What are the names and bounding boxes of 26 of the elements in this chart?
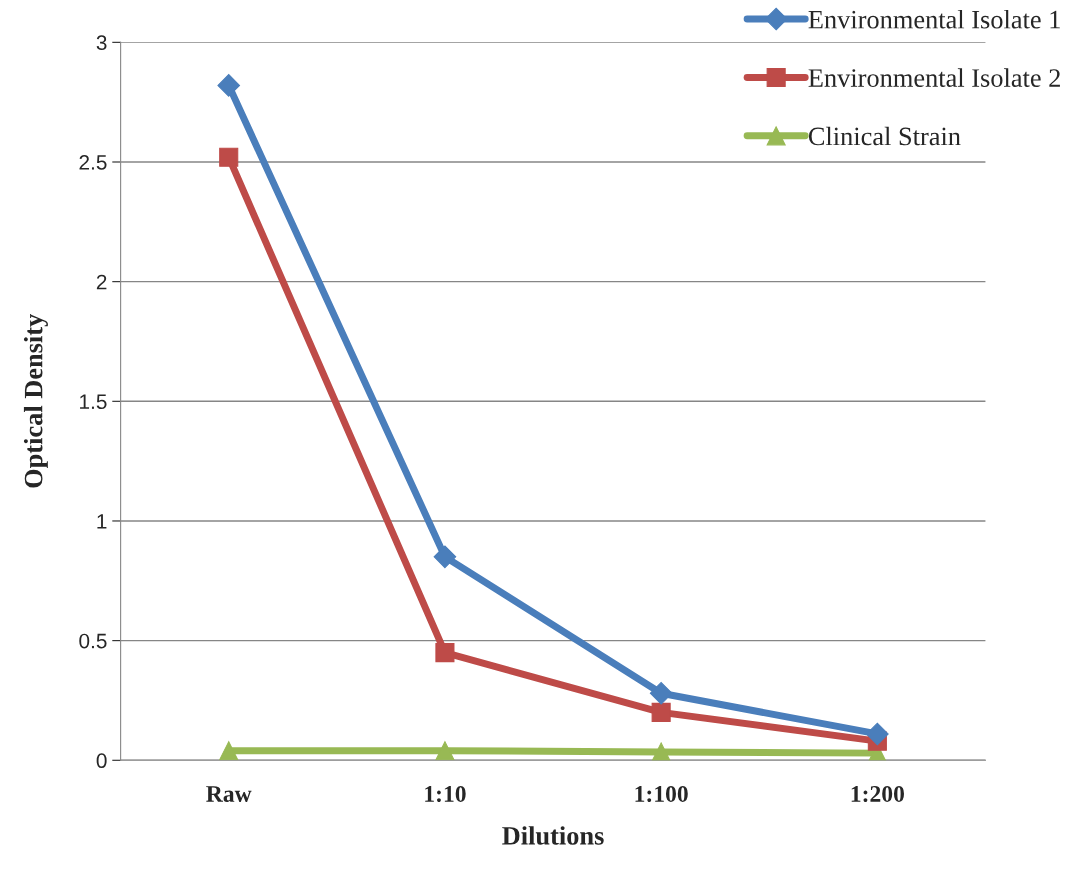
y-tick-label: 0 bbox=[96, 753, 107, 769]
y-tick-label: 3 bbox=[96, 35, 107, 51]
point bbox=[433, 545, 457, 569]
point bbox=[217, 74, 241, 97]
y-tick-label: 2.5 bbox=[79, 155, 107, 170]
x-tick-label: 1:10 bbox=[425, 785, 466, 802]
point bbox=[435, 643, 455, 663]
point bbox=[651, 742, 671, 761]
point bbox=[219, 741, 239, 761]
x-axis-title: Dilutions bbox=[502, 826, 604, 845]
x-tick-label: Raw bbox=[206, 786, 252, 802]
y-axis-title: Optical Density bbox=[23, 313, 48, 488]
point bbox=[219, 147, 239, 167]
point bbox=[435, 741, 455, 761]
x-tick-label: 1:100 bbox=[635, 785, 688, 802]
y-tick-label: 1 bbox=[97, 514, 107, 529]
y-tick-label: 0.5 bbox=[79, 633, 107, 649]
y-tick-label: 1.5 bbox=[80, 394, 107, 410]
legend-label: Clinical Strain bbox=[808, 126, 961, 146]
legend-label: Environmental Isolate 2 bbox=[808, 68, 1060, 87]
point bbox=[651, 702, 671, 722]
legend-label: Environmental Isolate 1 bbox=[808, 9, 1060, 29]
point bbox=[866, 722, 889, 746]
point bbox=[649, 681, 673, 705]
y-tick-label: 2 bbox=[96, 274, 107, 290]
x-tick-label: 1:200 bbox=[851, 785, 904, 802]
